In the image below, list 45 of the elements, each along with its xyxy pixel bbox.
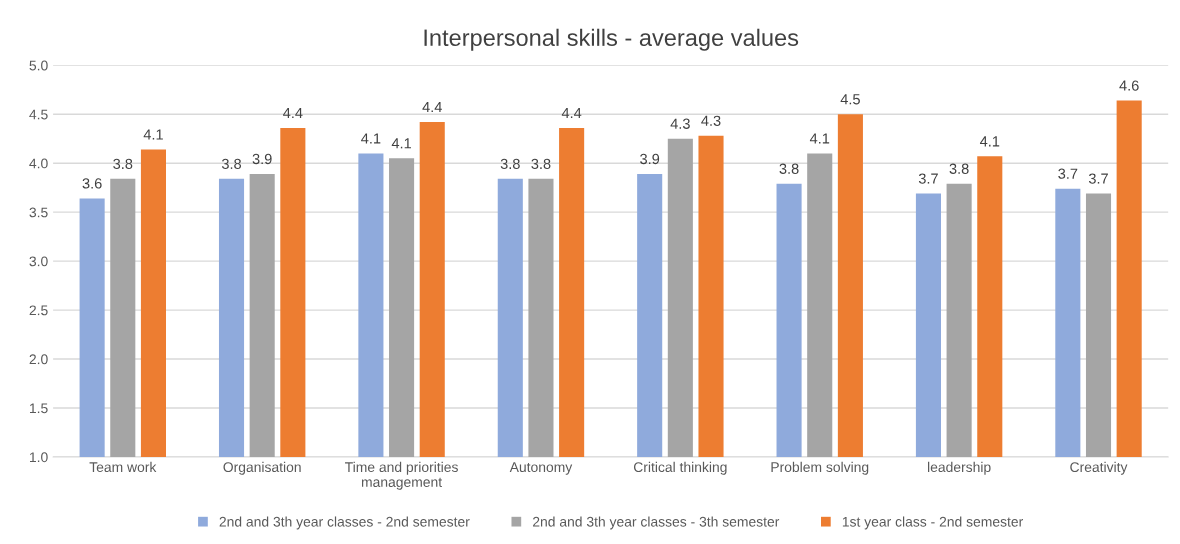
data-label: 4.5 — [840, 94, 860, 105]
data-label: 4.4 — [561, 107, 582, 118]
y-tick-label: 2.0 — [29, 354, 48, 365]
data-label: 3.7 — [1058, 168, 1078, 179]
y-tick-label: 1.0 — [29, 452, 48, 463]
data-label: 3.8 — [949, 163, 969, 174]
data-label: 4.1 — [361, 133, 381, 144]
data-label: 4.6 — [1119, 80, 1139, 91]
data-label: 3.6 — [82, 178, 102, 189]
data-label: 3.9 — [252, 153, 272, 165]
data-label: 3.9 — [640, 153, 660, 165]
x-tick-label: Autonomy — [509, 462, 573, 475]
legend-label: 1st year class - 2nd semester — [842, 516, 1023, 530]
data-label: 4.4 — [283, 107, 303, 118]
legend-label: 2nd and 3th year classes - 3th semester — [533, 516, 780, 530]
data-label: 3.8 — [113, 158, 133, 170]
y-tick-label: 5.0 — [29, 60, 48, 71]
data-label: 4.1 — [809, 133, 830, 144]
x-tick-label: Problem solving — [771, 461, 869, 475]
data-label: 4.1 — [143, 129, 163, 140]
legend-label: 2nd and 3th year classes - 2nd semester — [219, 516, 470, 530]
y-tick-label: 4.0 — [29, 158, 48, 169]
y-tick-label: 4.5 — [29, 109, 48, 120]
data-label: 3.8 — [221, 158, 242, 170]
chart-title: Interpersonal skills - average values — [424, 28, 799, 51]
data-label: 4.4 — [422, 102, 442, 113]
data-label: 4.3 — [670, 118, 690, 129]
y-tick-label: 3.5 — [29, 207, 48, 218]
x-tick-label: leadership — [928, 461, 991, 475]
x-tick-label: Organisation — [223, 461, 301, 475]
x-tick-label: Time and priorities management — [345, 461, 458, 490]
data-label: 3.8 — [531, 158, 551, 170]
data-label: 3.7 — [1088, 173, 1108, 184]
x-tick-label: Creativity — [1070, 461, 1128, 475]
y-tick-label: 3.0 — [29, 256, 48, 267]
data-label: 3.8 — [779, 163, 799, 174]
data-label: 3.7 — [918, 173, 938, 184]
data-label: 4.1 — [979, 136, 1000, 147]
x-tick-label: Team work — [89, 461, 157, 473]
y-tick-label: 2.5 — [29, 305, 48, 316]
data-label: 4.1 — [391, 138, 411, 149]
x-tick-label: Critical thinking — [633, 461, 727, 475]
data-label: 4.3 — [701, 115, 721, 126]
data-label: 3.8 — [500, 158, 520, 170]
y-tick-label: 1.5 — [29, 403, 48, 414]
